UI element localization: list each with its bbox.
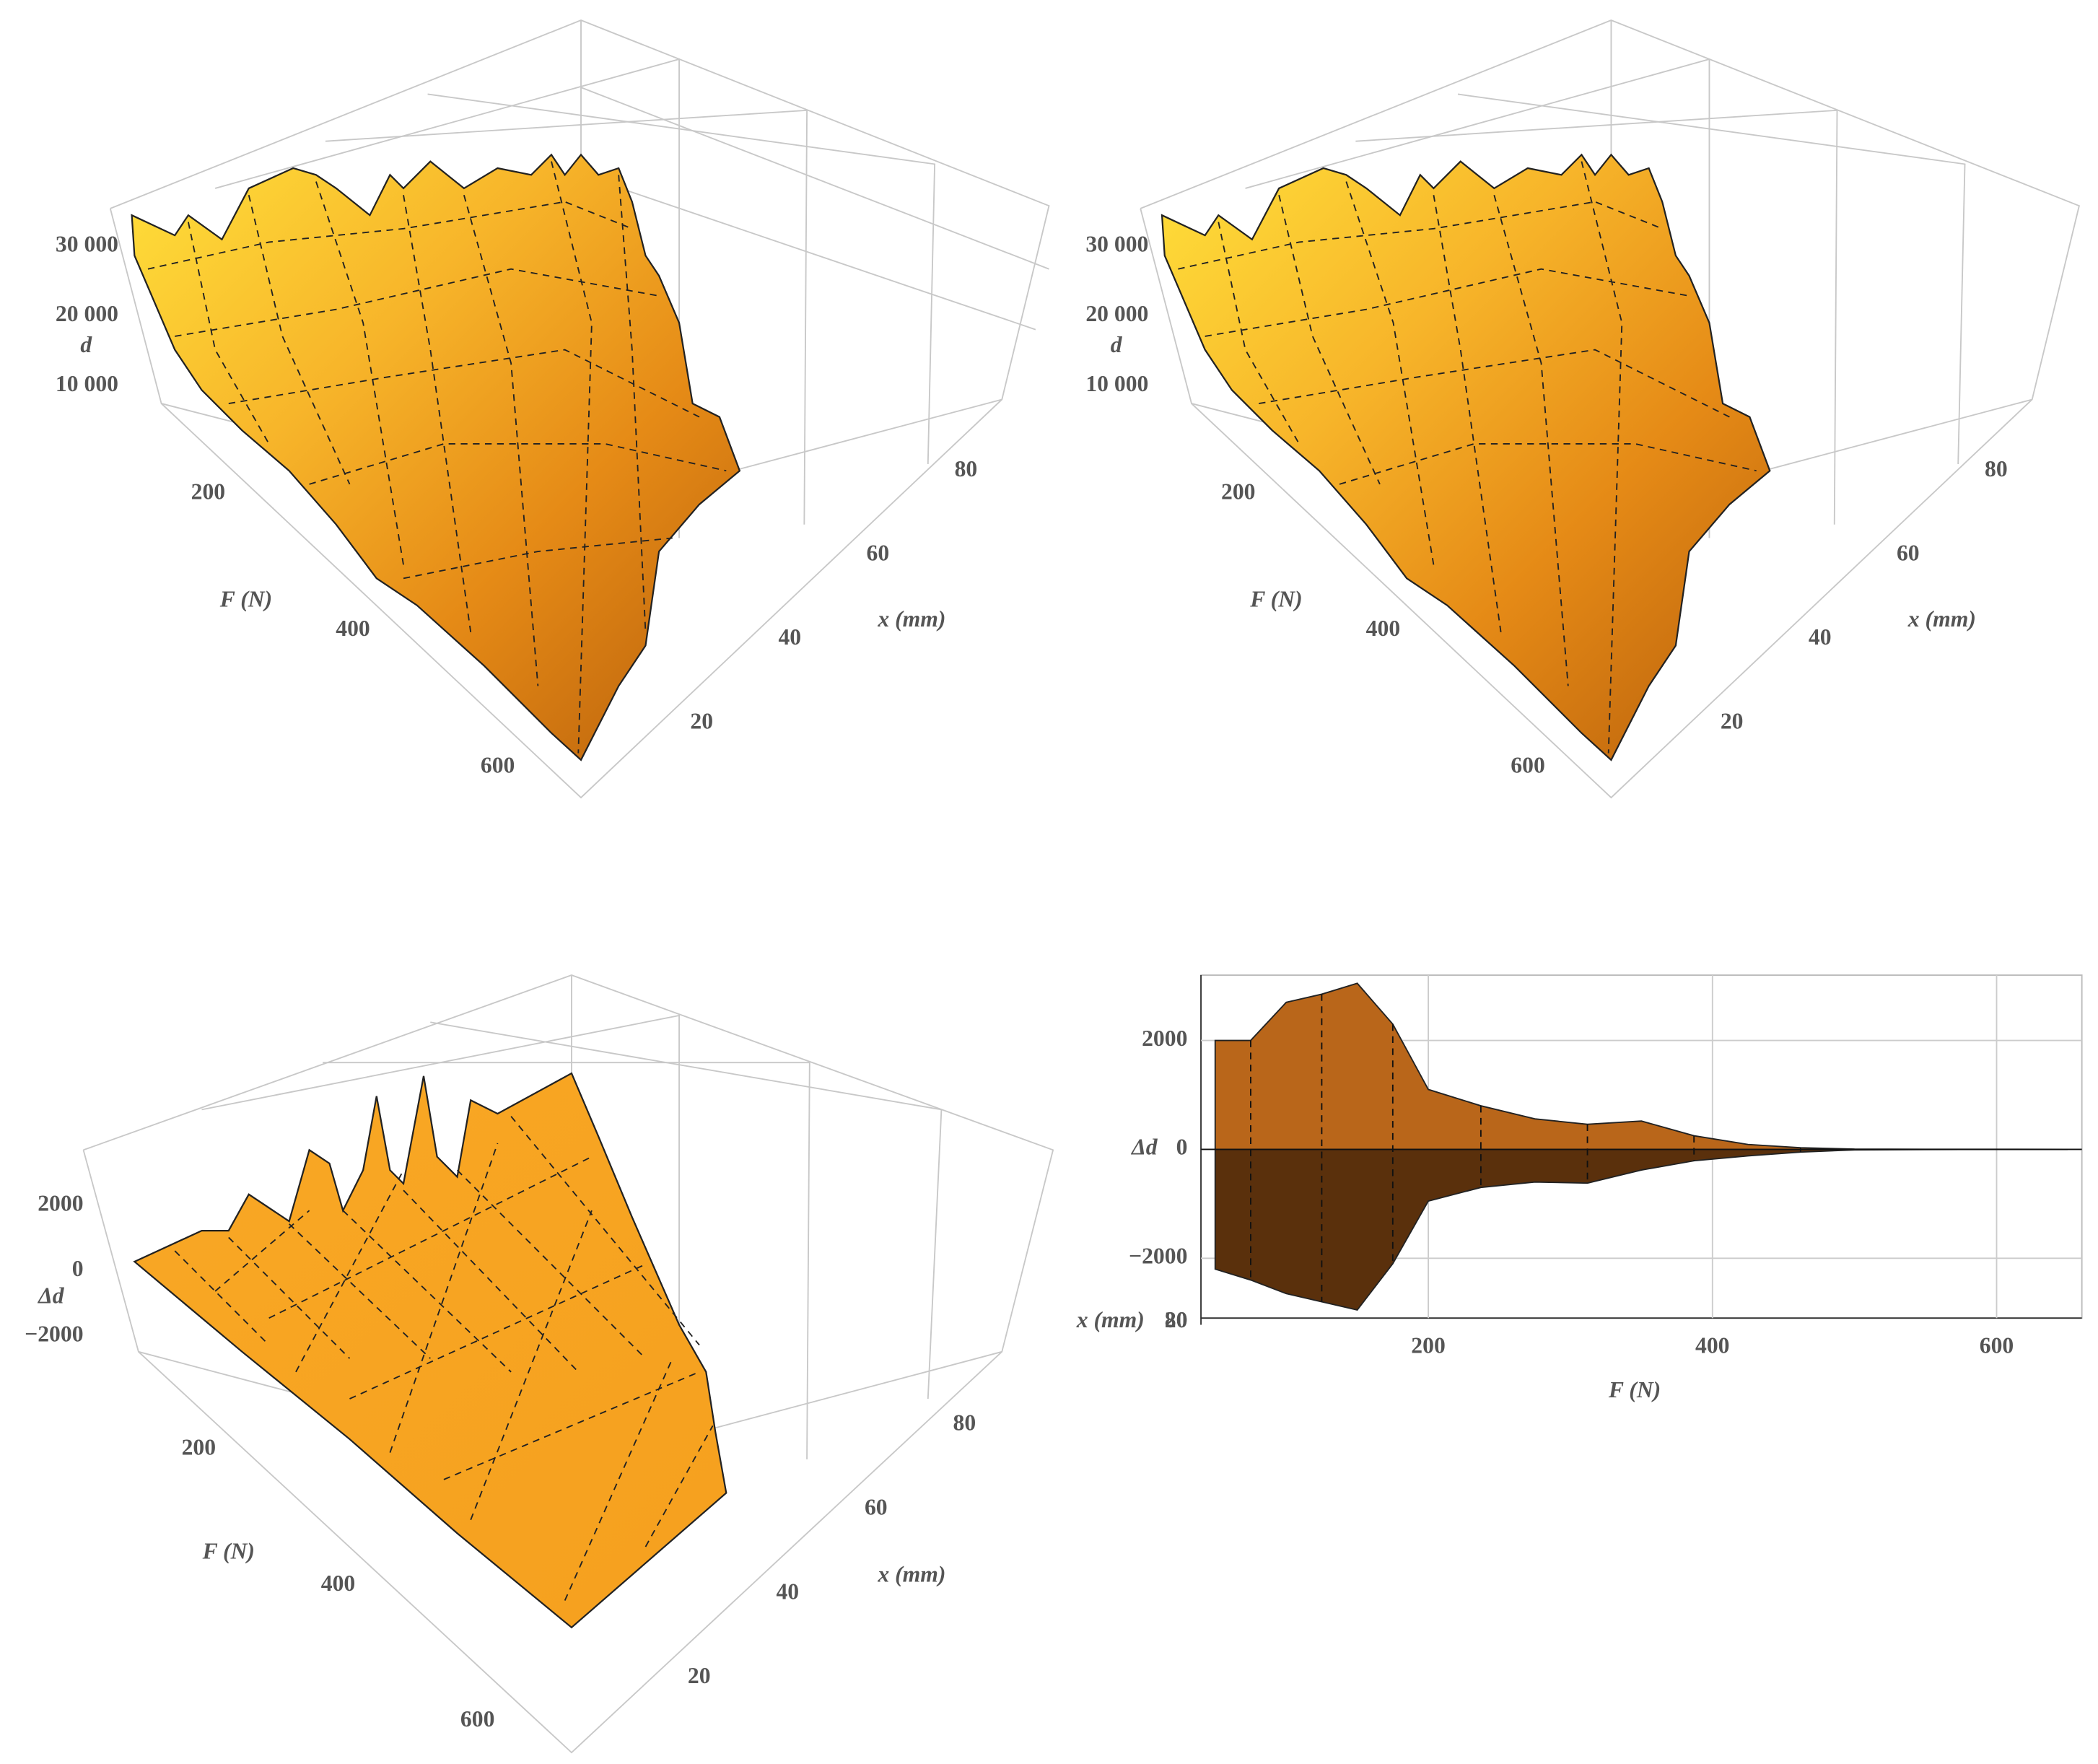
surface	[133, 1072, 727, 1629]
mesh	[1178, 161, 1757, 754]
x-tick-label: 80	[953, 1410, 976, 1435]
f-tick-label: 400	[336, 616, 370, 641]
x-axis-label: x (mm)	[877, 606, 945, 632]
f-tick-label: 200	[191, 479, 225, 505]
surface	[1161, 153, 1771, 761]
area	[1214, 982, 2068, 1150]
z-tick-label: 10 000	[1085, 371, 1148, 396]
z-tick-label: 10 000	[56, 371, 118, 396]
y-tick-label: −2000	[1129, 1244, 1187, 1269]
z-tick-label: 30 000	[56, 231, 118, 256]
f-tick-label: 400	[1366, 616, 1400, 641]
x-tick-label: 80	[955, 456, 978, 481]
z-tick-label: 20 000	[56, 301, 118, 326]
panel	[109, 19, 1050, 799]
z-axis-label: d	[1111, 332, 1123, 357]
f-axis-label: F (N)	[219, 586, 272, 611]
x-axis-label: x (mm)	[1907, 606, 1976, 632]
z-tick-label: −2000	[25, 1322, 83, 1347]
x-axis-label: x (mm)	[877, 1561, 945, 1586]
f-axis-label: F (N)	[1249, 586, 1302, 611]
depth-axis-label: x (mm)	[1076, 1307, 1145, 1332]
panel	[1140, 19, 2081, 799]
x-tick-label: 60	[1897, 540, 1920, 565]
z-axis-label: d	[80, 332, 92, 357]
depth-tick-label: 20	[1165, 1307, 1188, 1332]
box	[109, 19, 1050, 799]
x-tick-label: 40	[778, 624, 801, 650]
x-tick-label: 400	[1695, 1332, 1729, 1358]
f-tick-label: 400	[321, 1571, 355, 1596]
mesh	[174, 1116, 714, 1601]
f-tick-label: 600	[481, 753, 515, 778]
z-tick-label: 0	[72, 1256, 84, 1281]
f-axis-label: F (N)	[202, 1539, 255, 1564]
area	[1214, 1148, 2068, 1311]
surface	[131, 153, 741, 761]
x-tick-label: 600	[1980, 1332, 2014, 1358]
z-tick-label: 30 000	[1085, 231, 1148, 256]
z-tick-label: 2000	[38, 1191, 83, 1216]
x-axis-label: F (N)	[1608, 1377, 1661, 1402]
y-tick-label: 0	[1176, 1135, 1188, 1160]
x-tick-label: 40	[1809, 624, 1832, 650]
f-tick-label: 200	[182, 1435, 216, 1460]
x-tick-label: 20	[688, 1663, 711, 1688]
x-tick-label: 20	[1721, 708, 1744, 733]
f-tick-label: 200	[1221, 479, 1255, 505]
x-tick-label: 60	[867, 540, 890, 565]
mesh	[147, 161, 727, 754]
y-tick-label: 2000	[1142, 1026, 1187, 1051]
y-axis-label: Δd	[1130, 1135, 1158, 1160]
panel	[82, 974, 1054, 1754]
f-tick-label: 600	[460, 1706, 494, 1732]
x-tick-label: 40	[776, 1579, 799, 1604]
z-tick-label: 20 000	[1085, 301, 1148, 326]
z-axis-label: Δd	[37, 1283, 65, 1309]
x-tick-label: 200	[1411, 1332, 1445, 1358]
x-tick-label: 60	[865, 1494, 888, 1519]
depth-tick-label: 80	[1165, 1307, 1188, 1332]
f-tick-label: 600	[1511, 753, 1544, 778]
x-tick-label: 20	[690, 708, 713, 733]
x-tick-label: 80	[1985, 456, 2008, 481]
